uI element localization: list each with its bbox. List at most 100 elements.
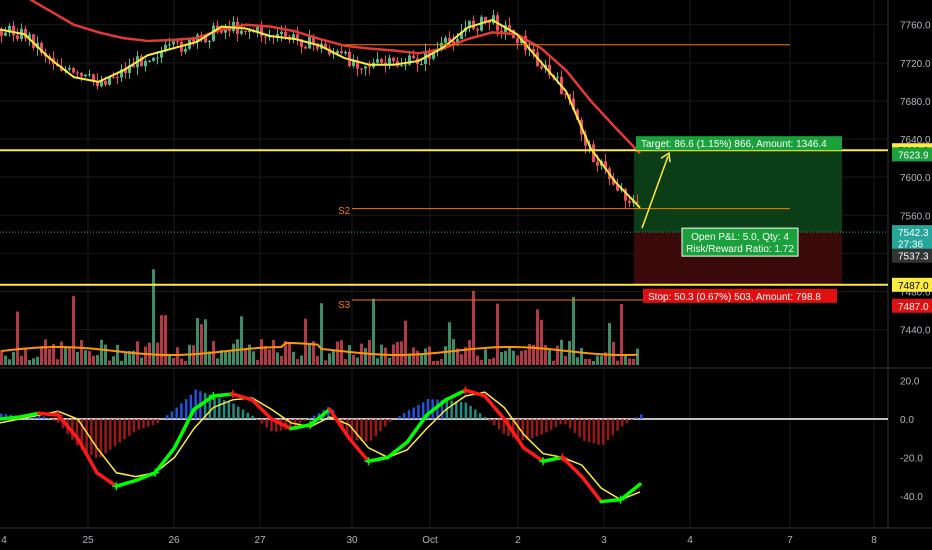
candle-body-74 [296,34,299,40]
axes: 7760.07720.07680.07640.07600.07560.07520… [1,21,932,546]
volume-bar-148 [592,360,595,365]
osc-hist-bar-9 [42,416,46,419]
volume-bar-26 [104,344,107,365]
candle-body-122 [488,21,491,24]
time-label-4: 30 [346,535,358,546]
osc-hist-bar-30 [142,419,145,429]
volume-bar-75 [300,355,303,365]
osc-segment-10 [192,394,216,412]
candle-body-66 [264,36,267,38]
candle-body-42 [168,44,171,46]
volume-bar-14 [56,359,59,365]
candle-body-32 [128,65,131,73]
osc-segment-24 [463,388,487,398]
osc-hist-bar-82 [388,419,392,423]
candle-body-115 [460,31,463,40]
volume-bar-55 [220,350,223,365]
osc-hist-bar-18 [85,419,88,453]
volume-bar-35 [140,357,143,365]
volume-bar-58 [232,343,235,365]
volume-bar-96 [384,347,387,365]
price-tag-text-4: 7537.3 [898,252,929,263]
volume-bar-118 [472,291,475,365]
volume-bar-0 [0,350,3,365]
volume-bar-68 [272,339,275,365]
volume-bar-27 [108,360,111,365]
candle-body-157 [628,200,631,203]
osc-hist-bar-118 [559,419,562,425]
price-tag-box-1 [892,147,932,162]
candle-body-86 [344,51,347,54]
volume-bar-61 [244,348,247,365]
osc-hist-bar-110 [521,419,524,440]
candle-body-151 [604,161,607,169]
osc-hist-bar-90 [426,399,430,419]
osc-hist-bar-7 [33,414,36,419]
stop-label-box [643,288,837,303]
volume-bar-117 [468,340,471,365]
osc-cross-marker-6 [364,457,373,466]
candle-body-113 [452,41,455,45]
candle-body-141 [564,94,567,96]
volume-bar-151 [604,352,607,365]
volume-bar-6 [24,348,27,365]
candle-body-117 [468,20,471,28]
volume-bar-77 [308,344,311,365]
candle-body-29 [116,77,119,79]
volume-bar-31 [124,351,127,365]
osc-hist-bar-104 [493,419,496,426]
long-position-tool[interactable]: Target: 86.6 (1.15%) 866, Amount: 1346.4… [636,136,842,303]
moving-averages [0,0,641,209]
volume-bar-83 [332,350,335,365]
candle-body-0 [0,29,3,36]
volume-bar-56 [224,350,227,365]
volume-bar-113 [452,339,455,365]
volume-bar-155 [620,304,623,365]
osc-cross-marker-5 [306,420,315,429]
candle-body-133 [532,48,535,53]
osc-hist-bar-131 [621,419,624,427]
pivot-label-s3: S3 [338,300,351,311]
candle-body-64 [256,27,259,32]
volume-bar-149 [596,355,599,365]
price-tag-box-4 [892,248,932,263]
time-label-10: 8 [871,535,877,546]
candle-body-105 [420,63,423,65]
volume-bar-36 [144,346,147,365]
candle-body-28 [112,76,115,78]
candle-body-76 [304,46,307,49]
volume-ma-line [1,341,638,356]
volume-bar-79 [316,356,319,365]
osc-hist-bar-58 [274,419,278,432]
osc-segment-26 [502,417,526,450]
osc-hist-bar-8 [37,414,41,419]
candle-body-21 [84,74,87,77]
osc-hist-bar-109 [516,419,520,439]
volume-bar-144 [576,357,579,365]
candle-body-101 [404,64,407,66]
pivot-label-s2: S2 [338,206,351,217]
osc-hist-bar-100 [474,409,477,419]
volume-bar-71 [284,341,287,365]
osc-hist-bar-121 [573,419,577,433]
osc-hist-bar-25 [118,419,122,443]
osc-hist-bar-11 [52,419,55,421]
candle-body-36 [144,60,147,67]
time-label-8: 4 [687,535,693,546]
osc-hist-bar-130 [616,419,619,431]
osc-hist-bar-92 [436,399,439,419]
osc-segment-3 [56,413,80,440]
candle-body-88 [352,60,355,67]
candle-body-102 [408,55,411,65]
candle-body-90 [360,68,363,70]
osc-segment-12 [230,392,254,402]
volume-bar-101 [404,320,407,365]
candle-body-38 [152,57,155,61]
osc-hist-bar-20 [94,419,98,458]
volume-bar-59 [236,339,239,365]
volume-bar-145 [580,348,583,365]
osc-hist-bar-119 [564,419,567,425]
candle-body-52 [208,40,211,42]
osc-segment-25 [483,394,506,421]
